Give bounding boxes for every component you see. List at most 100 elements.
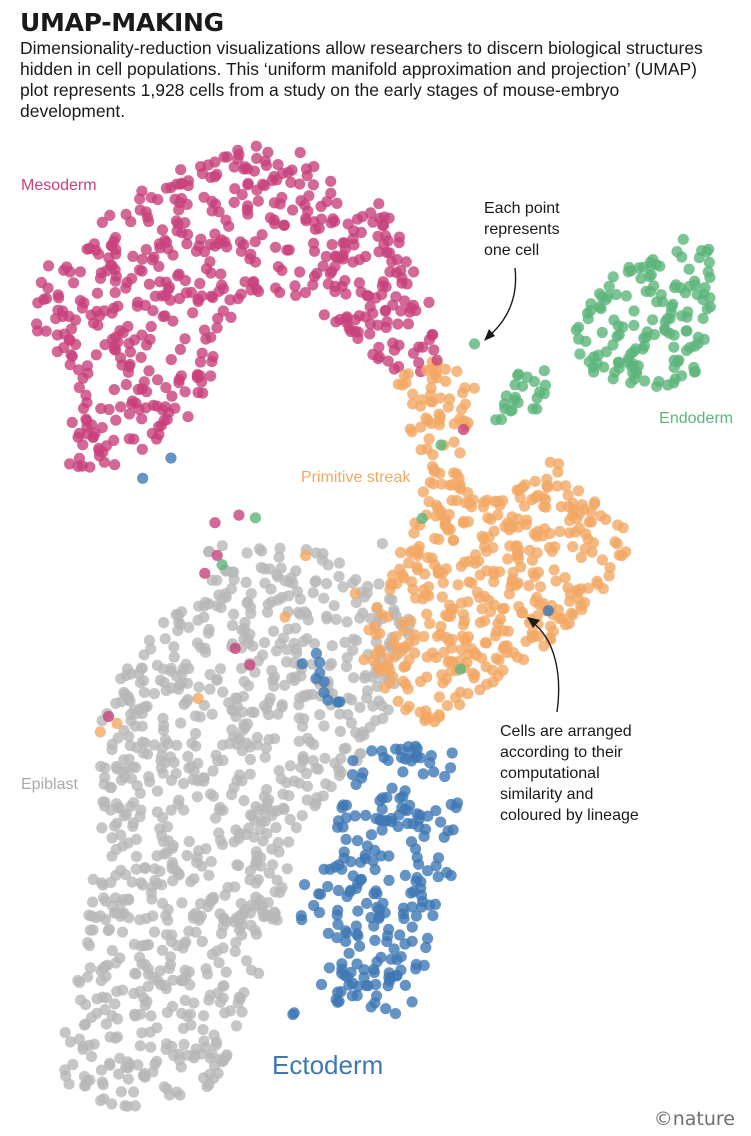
mesoderm-cell-point: [174, 343, 186, 355]
primitive-streak-cell-point: [404, 546, 416, 559]
ectoderm-cell-point: [415, 876, 427, 888]
primitive-streak-cell-point: [542, 481, 554, 493]
epiblast-cell-point: [130, 863, 142, 875]
endoderm-cell-point: [644, 286, 657, 298]
endoderm-cell-point: [692, 331, 704, 343]
mesoderm-cell-point: [386, 255, 398, 268]
mesoderm-cell-point: [250, 140, 262, 152]
epiblast-cell-point: [203, 546, 215, 558]
endoderm-cell-point: [673, 354, 685, 366]
mesoderm-cell-point: [173, 377, 185, 389]
mesoderm-cell-point: [196, 347, 208, 359]
ectoderm-cell-point: [331, 932, 343, 944]
epiblast-cell-point: [100, 1018, 112, 1030]
epiblast-cell-point: [154, 865, 166, 877]
epiblast-cell-point: [186, 737, 198, 749]
epiblast-cell-point: [160, 910, 172, 922]
epiblast-cell-point: [148, 972, 160, 984]
mesoderm-cell-point: [228, 161, 240, 173]
mesoderm-cell-point: [165, 354, 177, 366]
endoderm-cell-point: [696, 245, 708, 257]
primitive-streak-cell-point: [476, 530, 488, 542]
epiblast-cell-point: [259, 815, 271, 827]
primitive-streak-cell-point: [433, 419, 445, 431]
mesoderm-cell-point: [380, 230, 392, 242]
primitive-streak-cell-point: [408, 634, 420, 646]
primitive-streak-cell-point: [503, 524, 515, 536]
primitive-streak-cell-point: [613, 549, 625, 561]
mesoderm-cell-point: [218, 151, 230, 163]
mesoderm-cell-point: [200, 263, 213, 275]
epiblast-cell-point: [195, 641, 207, 654]
epiblast-cell-point: [149, 1058, 161, 1070]
mesoderm-cell-point: [236, 189, 248, 201]
epiblast-cell-point: [250, 846, 262, 858]
epiblast-cell-point: [230, 937, 242, 949]
mesoderm-cell-point: [125, 216, 137, 228]
mesoderm-cell-point: [274, 198, 286, 210]
mesoderm-cell-point: [175, 164, 187, 176]
mesoderm-cell-point: [166, 390, 178, 402]
primitive-streak-cell-point: [473, 555, 485, 567]
ectoderm-cell-point: [310, 647, 322, 660]
epiblast-cell-point: [293, 699, 305, 711]
mesoderm-cell-point: [417, 341, 429, 353]
annotation-1: Each point represents one cell: [484, 200, 560, 341]
epiblast-cell-point: [73, 976, 86, 989]
mesoderm-cell-point: [73, 381, 85, 394]
ectoderm-cell-point: [352, 905, 364, 917]
primitive-streak-cell-point: [455, 560, 467, 572]
epiblast-cell-point: [104, 1057, 116, 1069]
primitive-streak-cell-point: [407, 583, 419, 595]
mesoderm-cell-point: [233, 149, 245, 161]
primitive-streak-cell-point: [511, 651, 523, 663]
epiblast-cell-point: [109, 820, 121, 832]
endoderm-cell-point: [628, 305, 640, 317]
ectoderm-cell-point: [406, 901, 418, 913]
mesoderm-cell-point: [209, 156, 221, 168]
epiblast-cell-point: [181, 677, 194, 690]
mesoderm-cell-point: [88, 317, 100, 329]
mesoderm-cell-point: [289, 280, 301, 292]
epiblast-cell-point: [289, 671, 301, 683]
epiblast-cell-point: [130, 968, 142, 980]
mesoderm-cell-point: [325, 217, 337, 229]
epiblast-cell-point: [323, 660, 335, 672]
ectoderm-cell-point: [369, 864, 381, 876]
endoderm-cell-point: [639, 375, 651, 387]
mesoderm-cell-point: [108, 235, 120, 247]
primitive-streak-cell-point: [498, 625, 510, 637]
mesoderm-cell-point: [200, 333, 212, 345]
epiblast-cell-point: [210, 812, 222, 824]
epiblast-cell-point: [158, 677, 170, 689]
ectoderm-cell-point: [371, 990, 383, 1002]
primitive-streak-cell-point: [395, 546, 407, 559]
primitive-streak-cell-point: [457, 619, 469, 631]
mesoderm-cell-point: [143, 365, 155, 377]
epiblast-cell-point: [204, 683, 216, 695]
epiblast-cell-point: [230, 1020, 243, 1032]
ectoderm-cell-point: [376, 803, 388, 815]
epiblast-cell-point: [206, 574, 218, 586]
epiblast-cell-point: [91, 1007, 103, 1019]
epiblast-cell-point: [253, 804, 265, 816]
epiblast-cell-point: [191, 851, 203, 864]
ectoderm-cell-point: [354, 940, 366, 952]
primitive-streak-cell-point: [488, 599, 500, 611]
primitive-streak-cell-point: [439, 517, 451, 529]
primitive-streak-cell-point: [531, 610, 543, 622]
epiblast-cell-point: [173, 1054, 185, 1066]
epiblast-cell-point: [139, 862, 151, 875]
epiblast-cell-point: [230, 824, 242, 836]
epiblast-cell-point: [245, 588, 257, 600]
epiblast-cell-point: [83, 909, 95, 921]
ectoderm-cell-point: [413, 814, 425, 826]
epiblast-cell-point: [333, 557, 345, 569]
epiblast-cell-point: [200, 843, 212, 855]
epiblast-cell-point: [183, 835, 195, 848]
ectoderm-cell-point: [329, 861, 341, 873]
mesoderm-cell-point: [431, 354, 443, 366]
epiblast-cell-point: [269, 733, 281, 745]
epiblast-cell-point: [217, 980, 229, 992]
primitive-streak-cell-point: [434, 628, 447, 640]
